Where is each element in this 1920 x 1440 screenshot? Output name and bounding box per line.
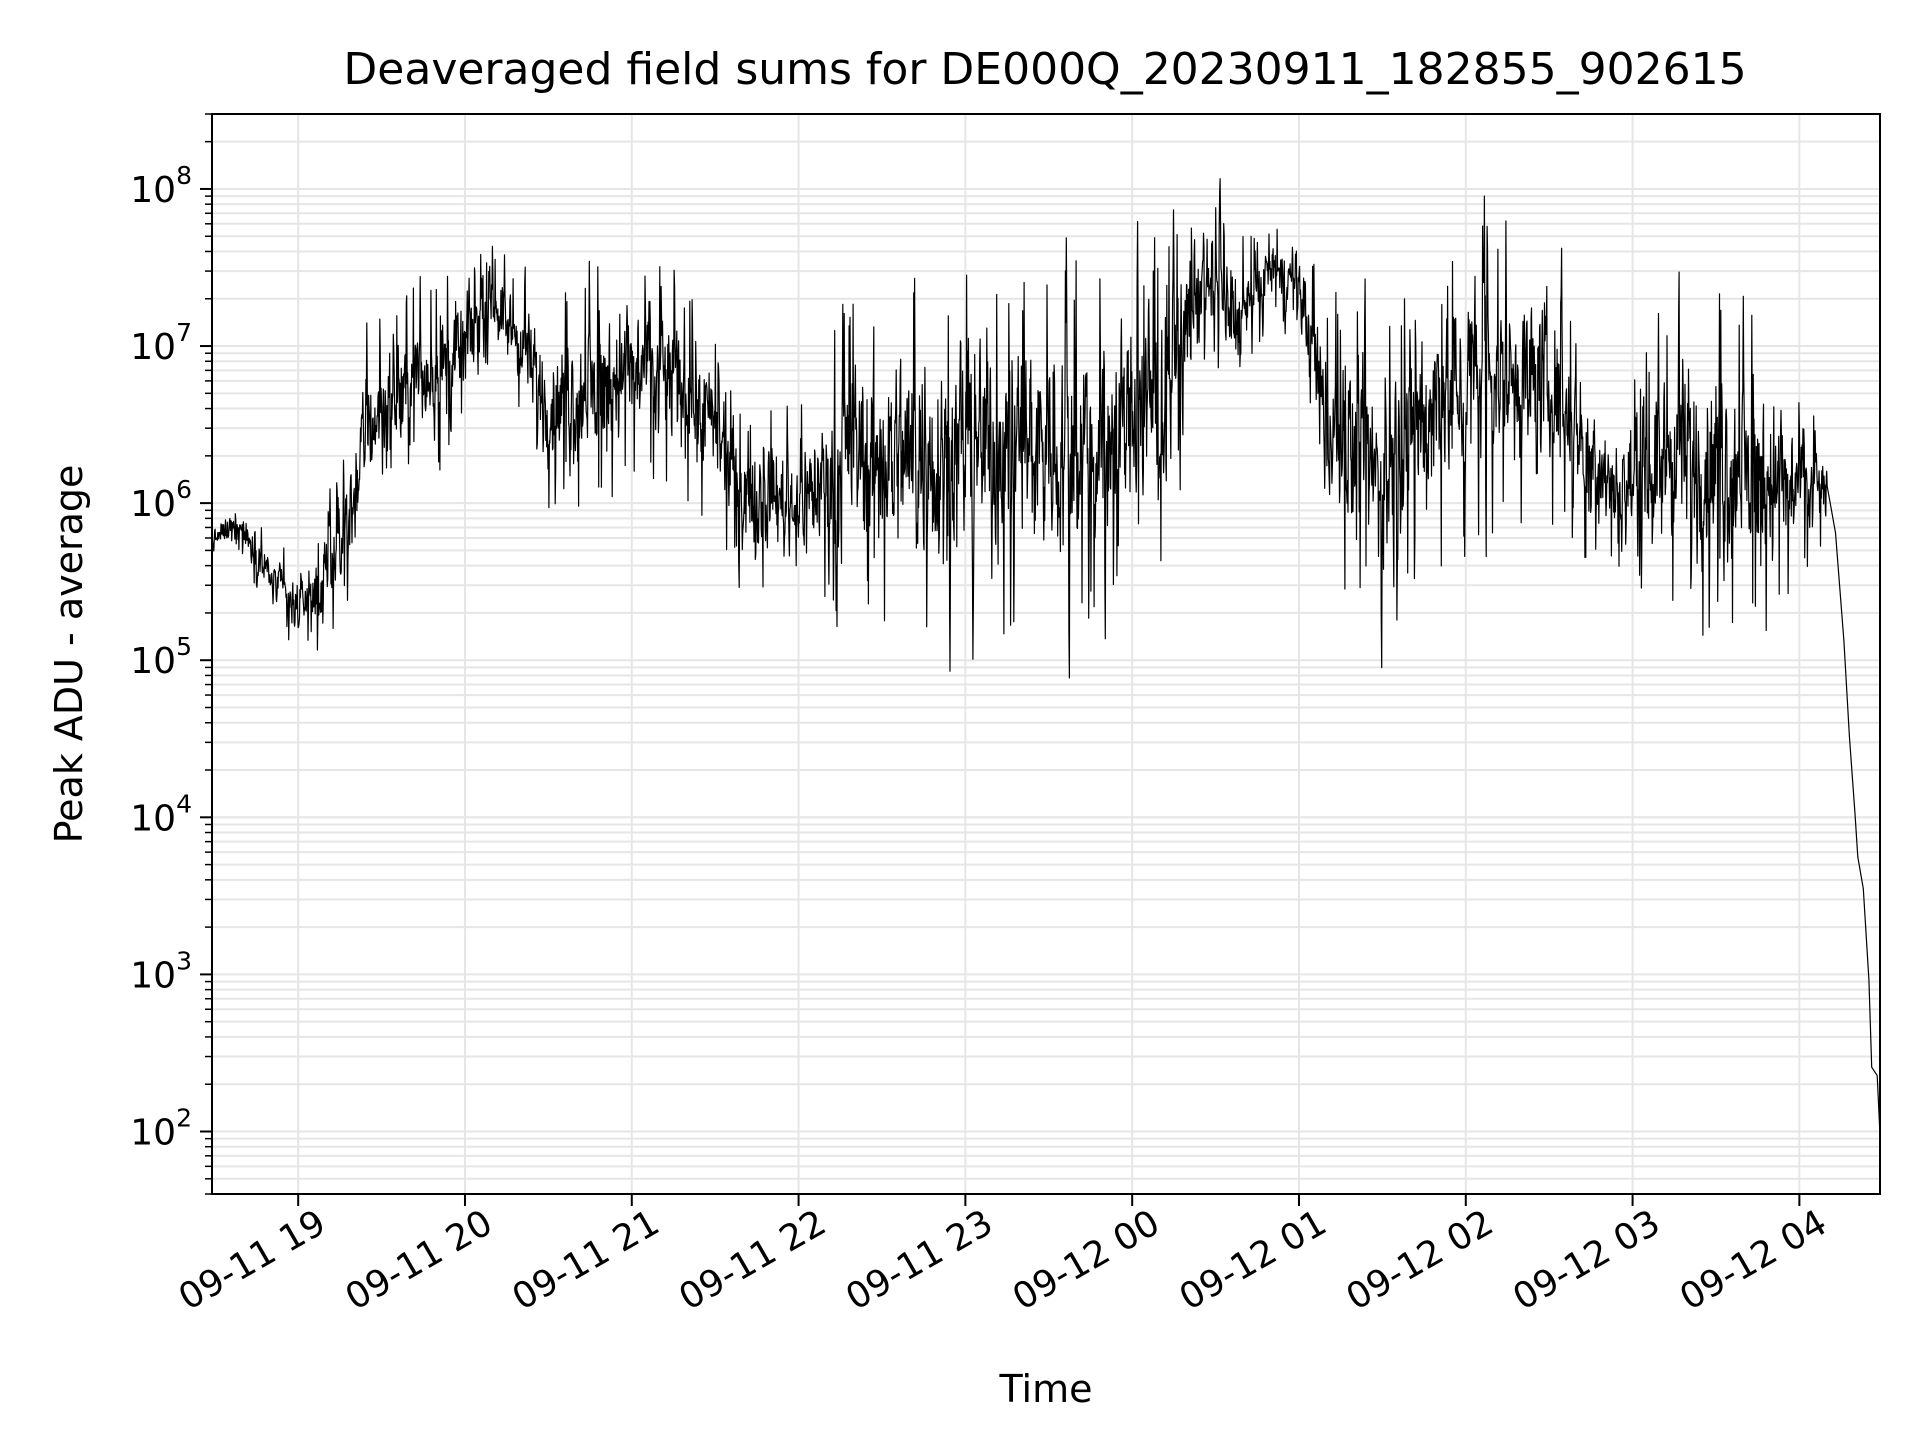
y-axis-label: Peak ADU - average xyxy=(47,465,91,844)
y-tick-exponent: 4 xyxy=(176,789,192,818)
chart-title: Deaveraged field sums for DE000Q_2023091… xyxy=(343,44,1746,95)
y-tick-base: 10 xyxy=(130,327,176,368)
y-tick-exponent: 3 xyxy=(176,946,192,975)
y-tick-exponent: 8 xyxy=(176,161,192,190)
y-tick-label: 102 xyxy=(130,1103,192,1153)
y-tick-label: 103 xyxy=(130,946,192,996)
major-gridlines xyxy=(212,114,1880,1194)
y-tick-label: 108 xyxy=(130,161,192,211)
y-tick-base: 10 xyxy=(130,170,176,211)
y-tick-label: 105 xyxy=(130,632,192,682)
y-tick-label: 107 xyxy=(130,318,192,368)
y-tick-base: 10 xyxy=(130,1112,176,1153)
minor-gridlines xyxy=(212,113,1880,1195)
plot-area-border xyxy=(211,113,1881,1195)
x-axis-label: Time xyxy=(999,1367,1093,1411)
y-tick-exponent: 7 xyxy=(176,318,192,347)
y-tick-base: 10 xyxy=(130,955,176,996)
y-tick-exponent: 5 xyxy=(176,632,192,661)
y-tick-exponent: 6 xyxy=(176,475,192,504)
y-tick-exponent: 2 xyxy=(176,1103,192,1132)
y-tick-base: 10 xyxy=(130,641,176,682)
series-line xyxy=(211,178,1881,1136)
y-tick-label: 104 xyxy=(130,789,192,839)
y-tick-base: 10 xyxy=(130,484,176,525)
y-tick-base: 10 xyxy=(130,798,176,839)
y-tick-label: 106 xyxy=(130,475,192,525)
